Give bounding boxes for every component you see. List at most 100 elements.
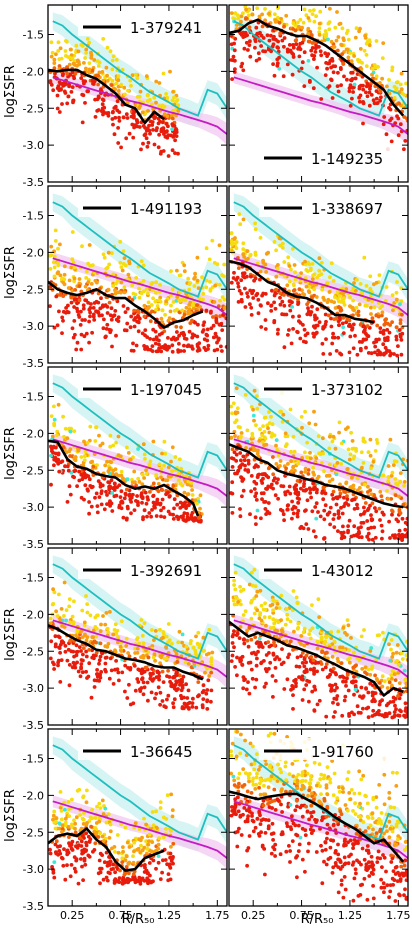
spaxel-point <box>271 625 276 630</box>
spaxel-point <box>72 76 76 81</box>
spaxel-point <box>113 291 118 296</box>
spaxel-point <box>383 298 388 303</box>
spaxel-point <box>231 54 236 59</box>
spaxel-point <box>158 501 163 506</box>
spaxel-point <box>173 683 177 688</box>
spaxel-point <box>135 636 140 640</box>
spaxel-point <box>84 51 88 55</box>
spaxel-point <box>92 628 96 633</box>
spaxel-point <box>52 66 57 70</box>
spaxel-point <box>135 646 140 651</box>
spaxel-point <box>255 475 260 479</box>
spaxel-point <box>60 276 65 281</box>
spaxel-point <box>359 450 364 455</box>
spaxel-point <box>355 502 359 507</box>
spaxel-point <box>374 74 379 79</box>
spaxel-point <box>80 244 84 249</box>
spaxel-point <box>296 500 301 505</box>
ticks <box>48 548 227 726</box>
spaxel-point <box>146 347 150 352</box>
spaxel-point <box>236 425 241 429</box>
spaxel-point <box>256 464 260 469</box>
spaxel-point <box>87 40 92 45</box>
spaxel-point <box>239 33 244 37</box>
spaxel-point <box>284 312 289 317</box>
spaxel-point <box>110 491 115 495</box>
spaxel-point <box>81 93 86 98</box>
spaxel-point <box>235 275 240 280</box>
spaxel-point <box>117 115 121 120</box>
spaxel-point <box>295 655 300 660</box>
spaxel-point <box>289 341 294 346</box>
spaxel-point <box>144 839 149 844</box>
spaxel-point <box>74 43 79 48</box>
spaxel-point <box>102 507 107 512</box>
spaxel-point <box>332 317 337 321</box>
spaxel-point <box>201 635 206 640</box>
spaxel-point <box>171 701 176 706</box>
spaxel-point <box>83 862 88 867</box>
spaxel-point <box>175 680 180 684</box>
spaxel-point <box>241 11 245 16</box>
spaxel-point <box>126 871 131 876</box>
spaxel-point <box>288 299 293 304</box>
spaxel-point <box>139 618 144 622</box>
spaxel-point <box>71 100 75 105</box>
spaxel-point <box>324 714 329 719</box>
spaxel-point <box>365 94 370 99</box>
spaxel-point <box>332 639 337 644</box>
spaxel-point <box>156 145 161 150</box>
spaxel-point <box>125 306 130 311</box>
spaxel-point <box>234 246 239 251</box>
spaxel-point <box>111 86 116 91</box>
plot-area <box>48 736 227 886</box>
spaxel-point <box>290 247 295 251</box>
spaxel-point <box>389 647 393 652</box>
spaxel-point <box>140 496 145 501</box>
spaxel-point <box>131 860 136 865</box>
spaxel-points <box>49 402 204 524</box>
y-tick-label: -1.5 <box>23 572 44 585</box>
spaxel-point <box>352 54 356 58</box>
spaxel-point <box>250 12 255 17</box>
spaxel-point <box>308 312 313 317</box>
spaxel-point <box>120 268 125 273</box>
spaxel-point <box>216 338 221 342</box>
spaxel-point <box>136 680 141 684</box>
spaxel-point <box>154 848 159 853</box>
spaxel-point <box>352 497 357 502</box>
spaxel-point <box>352 692 356 697</box>
spaxel-point <box>209 670 214 675</box>
spaxel-point <box>114 493 119 498</box>
spaxel-point <box>373 691 378 695</box>
spaxel-point <box>183 298 188 303</box>
spaxel-point <box>299 634 304 638</box>
spaxel-point <box>52 423 57 428</box>
spaxel-point <box>272 34 276 39</box>
spaxel-point <box>49 414 54 418</box>
spaxel-point <box>281 512 286 517</box>
spaxel-point <box>365 81 370 86</box>
spaxel-point <box>362 510 367 514</box>
spaxel-point <box>336 296 340 301</box>
spaxel-point <box>341 331 346 335</box>
spaxel-point <box>151 500 156 505</box>
spaxel-point <box>307 632 312 636</box>
spaxel-point <box>178 299 183 303</box>
spaxel-point <box>99 622 103 627</box>
spaxel-point <box>66 94 71 99</box>
spaxel-point <box>123 663 128 668</box>
spaxel-point <box>380 313 384 318</box>
spaxel-point <box>159 467 164 471</box>
spaxel-point <box>79 649 83 653</box>
spaxel-point <box>356 309 361 314</box>
spaxel-point <box>250 598 254 603</box>
spaxel-point <box>289 449 293 454</box>
spaxel-point <box>72 265 77 270</box>
spaxel-point <box>87 61 92 65</box>
spaxel-point <box>235 655 239 660</box>
spaxel-point <box>244 687 249 692</box>
spaxel-point <box>257 57 262 61</box>
spaxel-point <box>385 328 390 332</box>
spaxel-point <box>143 333 147 338</box>
